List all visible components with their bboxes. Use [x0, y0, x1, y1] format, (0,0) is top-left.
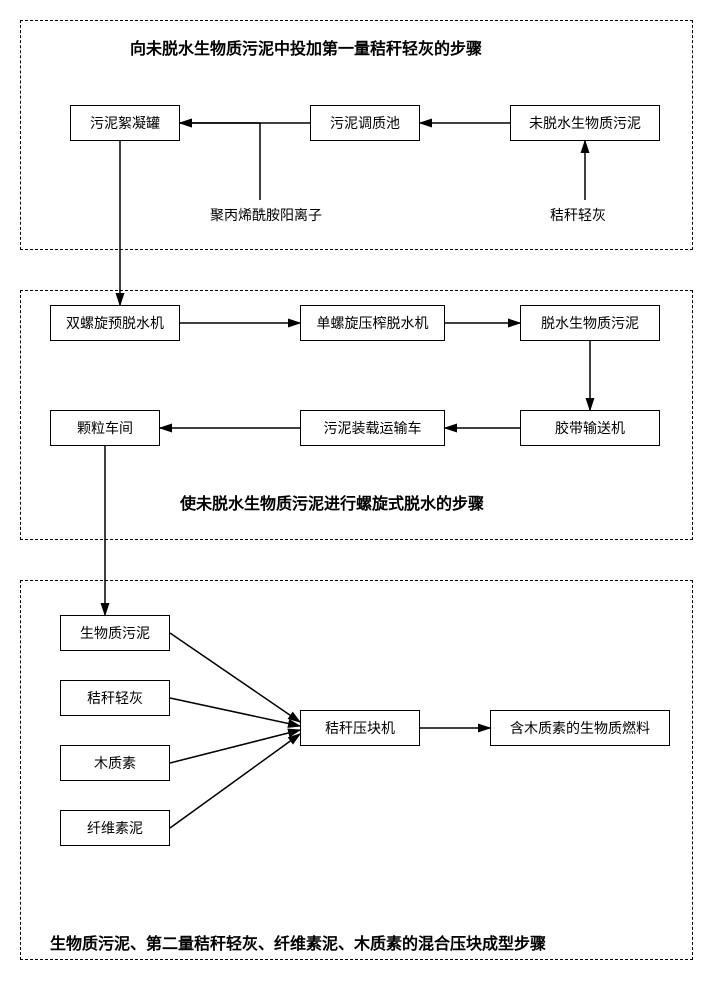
box-granule-workshop: 颗粒车间: [50, 410, 160, 446]
box-straw-ash: 秸秆轻灰: [60, 680, 170, 716]
box-lignin: 木质素: [60, 745, 170, 781]
box-twin-screw: 双螺旋预脱水机: [50, 305, 180, 341]
box-briquette-machine: 秸秆压块机: [300, 710, 420, 746]
box-raw-sludge: 未脱水生物质污泥: [510, 105, 660, 141]
section-1-title: 向未脱水生物质污泥中投加第一量秸秆轻灰的步骤: [130, 35, 482, 59]
box-biomass-sludge: 生物质污泥: [60, 615, 170, 651]
diagram-canvas: 向未脱水生物质污泥中投加第一量秸秆轻灰的步骤 使未脱水生物质污泥进行螺旋式脱水的…: [10, 10, 703, 990]
box-transport-truck: 污泥装载运输车: [300, 410, 445, 446]
box-single-screw: 单螺旋压榨脱水机: [300, 305, 445, 341]
box-cellulose-mud: 纤维素泥: [60, 810, 170, 846]
box-belt-conveyor: 胶带输送机: [520, 410, 660, 446]
box-dewatered-sludge: 脱水生物质污泥: [520, 305, 660, 341]
box-conditioning-tank: 污泥调质池: [310, 105, 420, 141]
section-3-title: 生物质污泥、第二量秸秆轻灰、纤维素泥、木质素的混合压块成型步骤: [50, 930, 546, 954]
box-flocculation-tank: 污泥絮凝罐: [70, 105, 180, 141]
input-straw-ash: 秸秆轻灰: [550, 205, 606, 225]
input-pam-cation: 聚丙烯酰胺阳离子: [210, 205, 322, 225]
box-biomass-fuel: 含木质素的生物质燃料: [490, 710, 670, 746]
section-2-title: 使未脱水生物质污泥进行螺旋式脱水的步骤: [180, 490, 484, 514]
